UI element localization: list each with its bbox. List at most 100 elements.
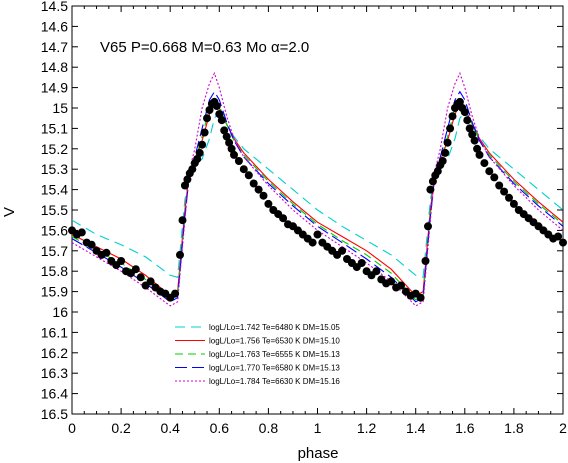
data-point xyxy=(443,138,452,147)
x-tick-label: 1.6 xyxy=(455,420,475,436)
y-tick-label: 15.3 xyxy=(41,161,68,177)
x-tick-label: 0.2 xyxy=(111,420,131,436)
data-point xyxy=(193,155,202,163)
data-point xyxy=(239,165,248,174)
x-tick-label: 1.8 xyxy=(504,420,524,436)
y-tick-label: 15.4 xyxy=(41,182,68,198)
data-point xyxy=(195,148,204,157)
data-point xyxy=(495,181,504,190)
y-tick-label: 14.5 xyxy=(41,0,68,14)
data-point xyxy=(308,238,317,247)
data-point xyxy=(264,199,273,208)
data-point xyxy=(183,175,192,184)
legend: logL/Lo=1.742 Te=6480 K DM=15.05 logL/Lo=… xyxy=(175,323,340,386)
data-point xyxy=(176,250,184,259)
data-point xyxy=(205,106,214,114)
y-tick-label: 16.3 xyxy=(41,365,68,381)
data-point xyxy=(188,165,197,174)
data-point xyxy=(509,199,518,208)
y-tick-label: 16 xyxy=(52,304,68,320)
data-point xyxy=(468,130,477,139)
series-line xyxy=(71,90,564,303)
data-point xyxy=(136,273,145,282)
data-point xyxy=(480,159,489,168)
y-tick-label: 15.6 xyxy=(41,222,68,238)
data-point xyxy=(357,259,366,267)
data-point xyxy=(441,148,450,157)
data-point xyxy=(470,136,479,145)
y-tick-label: 15.9 xyxy=(41,284,68,300)
data-point xyxy=(416,293,425,302)
data-point xyxy=(455,97,464,106)
data-point xyxy=(424,222,432,231)
y-tick-label: 14.8 xyxy=(41,59,68,75)
series-line xyxy=(71,71,564,307)
data-point xyxy=(554,232,563,241)
data-point xyxy=(387,277,396,286)
data-point xyxy=(171,289,180,298)
y-tick-label: 14.6 xyxy=(41,18,68,34)
data-point xyxy=(448,112,457,121)
data-point xyxy=(102,248,111,257)
data-point xyxy=(249,179,258,188)
x-axis-title: phase xyxy=(298,445,339,462)
legend-label: logL/Lo=1.742 Te=6480 K DM=15.05 xyxy=(209,323,340,332)
y-tick-label: 15 xyxy=(52,100,68,116)
data-point xyxy=(77,228,86,237)
y-tick-label: 15.2 xyxy=(41,141,68,157)
observed-points xyxy=(68,97,567,302)
data-point xyxy=(446,124,455,133)
data-point xyxy=(559,238,567,247)
data-point xyxy=(146,277,155,286)
data-point xyxy=(220,126,229,135)
data-point xyxy=(505,193,513,202)
x-tick-label: 0.6 xyxy=(210,420,230,436)
y-tick-label: 14.7 xyxy=(41,39,68,55)
data-point xyxy=(230,150,238,159)
data-point xyxy=(475,150,484,159)
legend-label: logL/Lo=1.770 Te=6580 K DM=15.13 xyxy=(209,364,340,373)
series-line xyxy=(71,111,564,279)
axis-ticks xyxy=(71,5,564,415)
data-point xyxy=(426,185,435,194)
y-axis-title: V xyxy=(1,207,18,217)
data-point xyxy=(259,191,268,200)
data-point xyxy=(279,214,288,223)
data-point xyxy=(465,124,474,133)
data-point xyxy=(421,257,430,265)
data-point xyxy=(397,281,405,290)
data-point xyxy=(338,246,347,255)
y-tick-label: 15.8 xyxy=(41,263,68,279)
data-point xyxy=(438,157,447,165)
data-point xyxy=(200,128,209,137)
data-point xyxy=(244,171,253,180)
series-line xyxy=(71,98,564,301)
data-point xyxy=(131,265,140,274)
series-line xyxy=(71,103,564,297)
data-point xyxy=(485,167,494,176)
data-point xyxy=(212,102,221,110)
x-tick-label: 1.2 xyxy=(357,420,377,436)
data-point xyxy=(473,144,482,153)
data-point xyxy=(227,144,236,153)
model-series xyxy=(71,71,564,307)
y-tick-label: 15.1 xyxy=(41,120,68,136)
data-point xyxy=(222,132,231,141)
data-point xyxy=(460,108,469,117)
data-point xyxy=(217,116,226,125)
data-point xyxy=(225,138,234,147)
x-tick-label: 1 xyxy=(314,420,322,436)
data-point xyxy=(178,216,187,225)
x-tick-label: 0 xyxy=(68,420,76,436)
y-tick-labels: 14.5 14.6 14.7 14.8 14.9 15 15.1 15.2 15.3 15.4 15… xyxy=(41,0,68,422)
y-tick-label: 15.5 xyxy=(41,202,68,218)
data-point xyxy=(254,185,263,194)
data-point xyxy=(117,257,126,265)
data-point xyxy=(215,110,224,119)
data-point xyxy=(87,240,96,249)
y-tick-label: 14.9 xyxy=(41,80,68,96)
y-tick-label: 16.4 xyxy=(41,386,68,402)
legend-label: logL/Lo=1.784 Te=6630 K DM=15.16 xyxy=(209,377,340,386)
data-point xyxy=(180,181,189,190)
